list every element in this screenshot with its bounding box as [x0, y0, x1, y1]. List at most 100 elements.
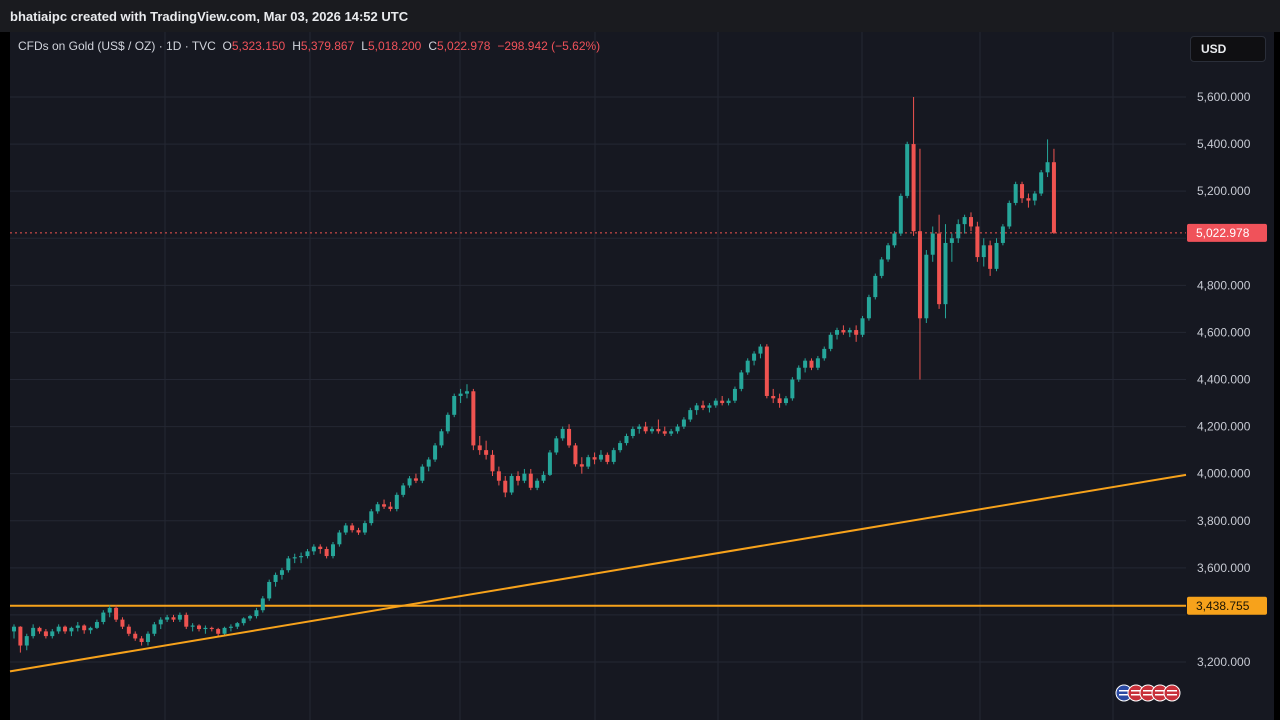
candle[interactable]	[311, 544, 316, 555]
candle[interactable]	[803, 358, 808, 373]
candle[interactable]	[24, 633, 29, 651]
candle[interactable]	[847, 327, 852, 338]
candle[interactable]	[541, 471, 546, 484]
candle[interactable]	[1007, 200, 1012, 229]
candle[interactable]	[388, 501, 393, 512]
candle[interactable]	[165, 614, 170, 622]
candle[interactable]	[248, 614, 253, 621]
candle[interactable]	[426, 457, 431, 472]
candle[interactable]	[120, 617, 125, 630]
candle[interactable]	[452, 393, 457, 418]
candle[interactable]	[503, 476, 508, 498]
candle[interactable]	[924, 250, 929, 323]
candle[interactable]	[407, 476, 412, 488]
candle[interactable]	[75, 621, 80, 632]
candle[interactable]	[669, 428, 674, 436]
candle[interactable]	[535, 478, 540, 491]
candle[interactable]	[375, 501, 380, 514]
candle[interactable]	[177, 612, 182, 622]
candle[interactable]	[930, 226, 935, 262]
candle[interactable]	[458, 388, 463, 404]
candle[interactable]	[1039, 169, 1044, 196]
candle[interactable]	[420, 464, 425, 484]
candle[interactable]	[292, 553, 297, 564]
candle[interactable]	[445, 412, 450, 434]
candle[interactable]	[598, 450, 603, 462]
candle[interactable]	[350, 523, 355, 533]
candle[interactable]	[107, 605, 112, 618]
candle[interactable]	[624, 433, 629, 446]
candle[interactable]	[860, 315, 865, 338]
candle[interactable]	[579, 457, 584, 474]
candle[interactable]	[318, 544, 323, 554]
candle[interactable]	[369, 508, 374, 526]
candle[interactable]	[650, 426, 654, 434]
candle[interactable]	[771, 388, 776, 404]
candle[interactable]	[643, 421, 648, 434]
candle[interactable]	[732, 386, 737, 404]
candle[interactable]	[433, 443, 438, 462]
candle[interactable]	[911, 97, 916, 236]
candle[interactable]	[949, 233, 954, 262]
candle[interactable]	[471, 388, 476, 451]
candle[interactable]	[69, 626, 74, 637]
candle[interactable]	[554, 436, 559, 455]
price-axis[interactable]: 3,200.000 3,600.000 3,800.000 4,000.000 4,20…	[1197, 90, 1251, 669]
candle[interactable]	[439, 428, 444, 448]
currency-button[interactable]: USD	[1190, 36, 1266, 62]
candle[interactable]	[331, 541, 335, 559]
candle[interactable]	[139, 636, 144, 646]
candle[interactable]	[241, 617, 246, 626]
candle[interactable]	[854, 325, 859, 342]
candle[interactable]	[228, 624, 233, 632]
candle[interactable]	[943, 224, 948, 319]
candle[interactable]	[516, 471, 521, 486]
candle[interactable]	[299, 552, 304, 564]
us-flag-event-icon[interactable]	[1127, 684, 1145, 702]
candle[interactable]	[12, 624, 16, 639]
candle[interactable]	[873, 273, 878, 300]
candle[interactable]	[184, 612, 189, 630]
candle[interactable]	[222, 626, 227, 637]
candle[interactable]	[145, 631, 150, 646]
candle[interactable]	[713, 398, 718, 408]
candle[interactable]	[905, 141, 910, 199]
candle[interactable]	[937, 214, 942, 309]
candle[interactable]	[956, 219, 961, 243]
candle[interactable]	[158, 617, 163, 630]
candle[interactable]	[726, 398, 731, 406]
candle[interactable]	[197, 624, 202, 632]
candle[interactable]	[835, 327, 840, 340]
candle[interactable]	[822, 346, 827, 361]
trendline[interactable]	[9, 473, 1187, 673]
candle[interactable]	[273, 572, 278, 587]
candle[interactable]	[203, 625, 208, 634]
candle[interactable]	[305, 549, 310, 559]
candle[interactable]	[1026, 193, 1031, 208]
candle[interactable]	[324, 546, 329, 559]
candle[interactable]	[567, 424, 572, 448]
candle[interactable]	[547, 450, 552, 477]
candle[interactable]	[573, 443, 578, 467]
candle[interactable]	[1045, 139, 1050, 178]
us-flag-event-icon[interactable]	[1151, 684, 1169, 702]
candle[interactable]	[656, 419, 661, 434]
candle[interactable]	[152, 621, 157, 637]
candle[interactable]	[707, 403, 712, 413]
economic-events[interactable]	[1115, 684, 1181, 702]
candle[interactable]	[401, 483, 406, 498]
candle[interactable]	[126, 624, 131, 637]
candle[interactable]	[82, 624, 87, 634]
candle[interactable]	[18, 626, 23, 653]
candle[interactable]	[694, 403, 699, 415]
candle[interactable]	[739, 370, 744, 392]
candle[interactable]	[841, 325, 846, 335]
candle[interactable]	[969, 212, 973, 232]
candle[interactable]	[216, 627, 221, 637]
candle[interactable]	[777, 393, 782, 408]
candle[interactable]	[988, 240, 993, 276]
candle[interactable]	[133, 631, 138, 641]
candle[interactable]	[490, 450, 495, 477]
candle[interactable]	[94, 619, 99, 630]
